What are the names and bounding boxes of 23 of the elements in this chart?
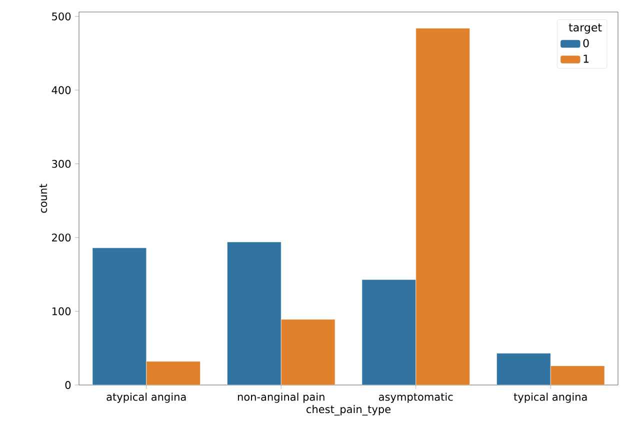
bar xyxy=(362,279,416,385)
bar xyxy=(92,248,147,385)
legend-label: 1 xyxy=(584,54,589,63)
bar xyxy=(227,242,282,385)
bar xyxy=(496,353,551,385)
x-tick-label: typical angina xyxy=(514,392,587,403)
y-tick-label: 0 xyxy=(65,381,71,389)
legend-label: 0 xyxy=(583,38,589,48)
y-tick-label: 300 xyxy=(52,160,71,168)
legend-title: target xyxy=(568,24,602,34)
y-axis-title: count xyxy=(40,184,48,213)
x-tick-label: non-anginal pain xyxy=(238,392,324,403)
bar xyxy=(550,366,605,385)
x-tick-label: atypical angina xyxy=(106,392,186,403)
y-tick-label: 200 xyxy=(52,234,71,242)
bar xyxy=(146,361,200,385)
x-axis-title: chest_pain_type xyxy=(306,405,390,416)
bar xyxy=(416,28,470,385)
x-tick-label: asymptomatic xyxy=(378,392,453,403)
bar xyxy=(281,319,336,385)
y-tick-label: 500 xyxy=(52,12,71,20)
y-tick-label: 100 xyxy=(52,307,71,316)
y-tick-label: 400 xyxy=(52,86,71,94)
